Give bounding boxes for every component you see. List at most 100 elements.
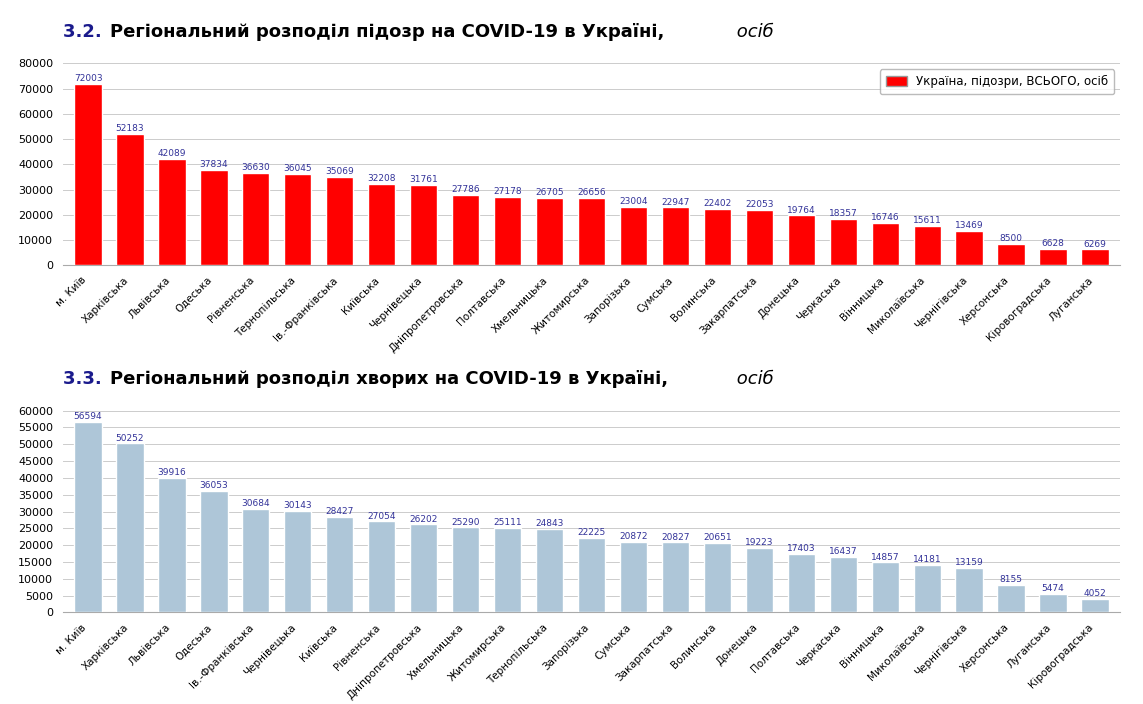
Text: 27786: 27786 [451,185,480,194]
Bar [872,562,898,612]
Bar [326,177,353,265]
Text: 72003: 72003 [74,74,103,83]
Text: 31761: 31761 [409,175,438,184]
Text: 16746: 16746 [871,213,900,222]
Text: Регіональний розподіл підозр на COVID-19 в Україні,: Регіональний розподіл підозр на COVID-19… [111,23,665,41]
Text: 15611: 15611 [913,216,942,225]
Legend: Україна, підозри, ВСЬОГО, осіб: Україна, підозри, ВСЬОГО, осіб [880,69,1114,94]
Bar [745,548,773,612]
Bar [159,159,185,265]
Bar [451,527,479,612]
Bar [159,478,185,612]
Text: 25290: 25290 [451,517,480,527]
Bar [662,208,689,265]
Text: 27054: 27054 [368,512,395,521]
Text: 16437: 16437 [829,548,857,556]
Bar [620,542,647,612]
Text: 8155: 8155 [1000,575,1023,584]
Bar [788,215,815,265]
Bar [74,422,102,612]
Text: 35069: 35069 [326,167,354,176]
Text: 39916: 39916 [158,468,186,477]
Text: 22225: 22225 [577,528,606,537]
Text: 18357: 18357 [829,209,857,218]
Bar [913,565,941,612]
Bar [368,184,395,265]
Bar [620,207,647,265]
Bar [830,219,857,265]
Bar [410,185,438,265]
Text: 22402: 22402 [703,199,732,208]
Bar [285,175,311,265]
Bar [1081,599,1109,612]
Bar [704,208,732,265]
Text: 22947: 22947 [662,198,689,206]
Text: осіб: осіб [730,370,774,389]
Bar [745,210,773,265]
Text: 37834: 37834 [200,160,229,169]
Text: 20872: 20872 [620,532,648,541]
Bar [451,195,479,265]
Text: 52183: 52183 [115,124,144,133]
Text: 50252: 50252 [115,434,144,443]
Bar [117,134,144,265]
Bar [285,511,311,612]
Bar [200,170,227,265]
Bar [326,517,353,612]
Text: 36630: 36630 [241,163,270,172]
Text: 23004: 23004 [620,197,648,206]
Bar [536,198,563,265]
Bar [494,196,521,265]
Bar [1039,594,1066,612]
Bar [536,529,563,612]
Text: 5474: 5474 [1041,584,1064,593]
Text: 25111: 25111 [494,518,522,527]
Text: 19223: 19223 [745,538,774,547]
Bar [704,543,732,612]
Text: 3.3.: 3.3. [63,370,114,389]
Bar [956,568,983,612]
Text: 36053: 36053 [200,482,229,491]
Text: 27178: 27178 [494,187,522,196]
Text: 20651: 20651 [703,533,732,542]
Bar [662,542,689,612]
Bar [1081,249,1109,265]
Text: 14181: 14181 [913,555,942,564]
Bar [578,538,605,612]
Text: 4052: 4052 [1084,589,1106,598]
Text: 14857: 14857 [871,553,900,562]
Bar [494,528,521,612]
Text: 30143: 30143 [283,501,312,510]
Bar [117,444,144,612]
Text: 13159: 13159 [954,558,983,567]
Text: 3.2.: 3.2. [63,23,114,41]
Text: 8500: 8500 [1000,234,1023,243]
Text: 24843: 24843 [535,519,563,528]
Text: 19764: 19764 [788,206,816,215]
Bar [368,522,395,612]
Text: 17403: 17403 [788,544,816,553]
Bar [956,231,983,265]
Text: 36045: 36045 [283,165,312,173]
Text: 42089: 42089 [158,149,186,158]
Bar [242,509,270,612]
Text: 30684: 30684 [241,499,270,508]
Bar [578,198,605,265]
Text: 56594: 56594 [74,413,103,421]
Bar [74,84,102,265]
Bar [1039,249,1066,265]
Text: 26656: 26656 [577,188,606,197]
Bar [830,557,857,612]
Text: 22053: 22053 [745,200,774,209]
Bar [872,223,898,265]
Bar [242,172,270,265]
Text: 26705: 26705 [535,188,563,197]
Text: 6269: 6269 [1084,239,1106,249]
Bar [998,244,1024,265]
Bar [998,585,1024,612]
Bar [200,491,227,612]
Bar [913,226,941,265]
Text: 20827: 20827 [661,533,689,541]
Text: 6628: 6628 [1041,239,1064,248]
Text: осіб: осіб [730,23,774,41]
